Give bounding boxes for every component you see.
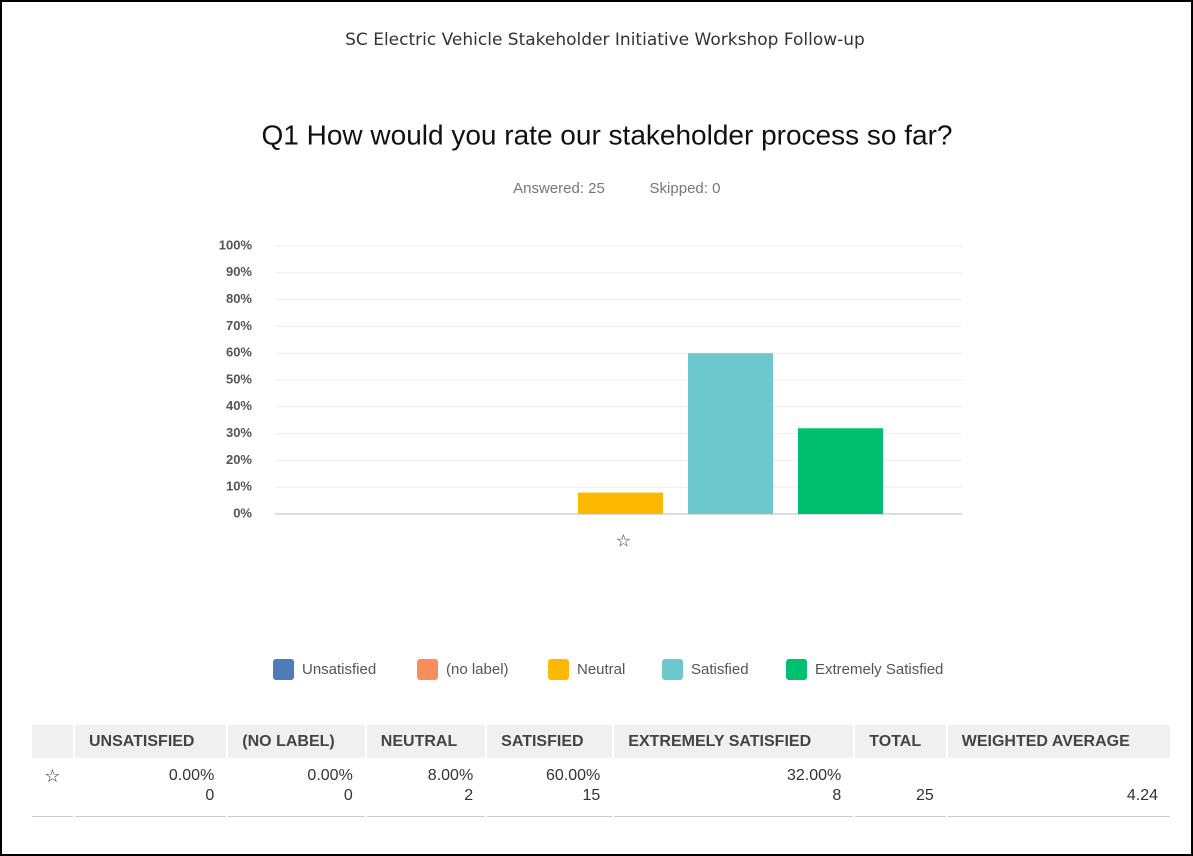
legend-swatch xyxy=(662,659,683,680)
weighted-average: 4.24 xyxy=(1126,787,1158,804)
column-header: UNSATISFIED xyxy=(75,725,227,758)
column-header: NEUTRAL xyxy=(366,725,486,758)
cell: 32.00% 8 xyxy=(614,758,854,817)
legend-label: Extremely Satisfied xyxy=(815,661,943,678)
cell-count: 15 xyxy=(582,787,601,804)
legend-label: Neutral xyxy=(577,661,625,678)
total: 25 xyxy=(915,787,934,804)
y-tick-label: 90% xyxy=(226,264,252,279)
spacer xyxy=(960,766,1158,786)
column-header: EXTREMELY SATISFIED xyxy=(614,725,854,758)
cell-count: 0 xyxy=(205,787,215,804)
y-tick-label: 60% xyxy=(226,345,252,360)
summary-table: UNSATISFIED (NO LABEL) NEUTRAL SATISFIED EXT… xyxy=(30,725,1172,817)
y-tick-label: 100% xyxy=(219,237,253,252)
spacer xyxy=(867,766,934,786)
y-tick-label: 30% xyxy=(226,425,252,440)
legend-label: Unsatisfied xyxy=(302,661,376,678)
legend-label: (no label) xyxy=(446,661,509,678)
weighted-cell: 4.24 xyxy=(947,758,1170,817)
y-tick-label: 10% xyxy=(226,479,252,494)
cell-percent: 0.00% xyxy=(307,767,353,784)
column-header: TOTAL xyxy=(855,725,946,758)
cell: 60.00% 15 xyxy=(487,758,613,817)
y-tick-label: 20% xyxy=(226,452,252,467)
legend-swatch xyxy=(273,659,294,680)
x-tick-label: ☆ xyxy=(616,531,631,550)
bar xyxy=(578,492,663,514)
header-blank xyxy=(32,725,73,758)
total-cell: 25 xyxy=(855,758,946,817)
legend-swatch xyxy=(786,659,807,680)
cell: 0.00% 0 xyxy=(228,758,365,817)
column-header: WEIGHTED AVERAGE xyxy=(947,725,1170,758)
column-header: SATISFIED xyxy=(487,725,613,758)
cell-percent: 60.00% xyxy=(546,767,601,784)
cell: 0.00% 0 xyxy=(75,758,227,817)
legend-swatch xyxy=(417,659,438,680)
y-tick-label: 70% xyxy=(226,318,252,333)
chart-title: Q1 How would you rate our stakeholder pr… xyxy=(261,119,952,150)
column-header: (NO LABEL) xyxy=(228,725,365,758)
y-tick-label: 40% xyxy=(226,398,252,413)
skipped: Skipped: 0 xyxy=(650,180,721,197)
y-tick-label: 80% xyxy=(226,291,252,306)
legend-swatch xyxy=(548,659,569,680)
cell: 8.00% 2 xyxy=(366,758,486,817)
cell-percent: 8.00% xyxy=(427,767,474,784)
y-tick-label: 50% xyxy=(226,371,252,386)
cell-count: 8 xyxy=(832,787,842,804)
answered: Answered: 25 xyxy=(513,180,605,197)
bar xyxy=(688,353,773,514)
legend-label: Satisfied xyxy=(691,661,749,678)
cell-percent: 32.00% xyxy=(787,767,842,784)
cell-count: 0 xyxy=(343,787,353,804)
survey-title: SC Electric Vehicle Stakeholder Initiati… xyxy=(345,30,865,50)
cell-percent: 0.00% xyxy=(168,767,215,784)
cell-count: 2 xyxy=(464,787,474,804)
y-tick-label: 0% xyxy=(233,505,252,520)
bar xyxy=(798,428,883,514)
row-marker: ☆ xyxy=(32,758,73,817)
